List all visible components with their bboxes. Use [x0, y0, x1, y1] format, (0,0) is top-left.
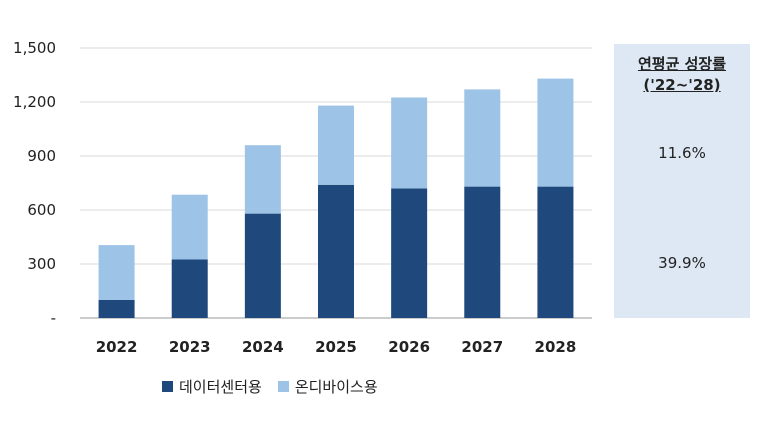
x-tick-label: 2026 [388, 338, 430, 356]
cagr-panel: 연평균 성장률 ('22~'28) 11.6% 39.9% [614, 44, 750, 318]
bar-ondevice-2027 [464, 89, 501, 187]
legend-label-ondevice: 온디바이스용 [294, 378, 378, 396]
legend-swatch-ondevice [277, 381, 289, 392]
bar-ondevice-2022 [98, 245, 135, 300]
cagr-datacenter-rate: 39.9% [658, 254, 706, 272]
cagr-title-line2: ('22~'28) [643, 76, 721, 94]
x-axis-ticks: 2022 2023 2024 2025 2026 2027 2028 [96, 338, 577, 356]
legend: 데이터센터용 온디바이스용 [162, 376, 394, 397]
x-tick-label: 2025 [315, 338, 357, 356]
y-axis-ticks: - 300 600 900 1,200 1,500 [13, 39, 56, 327]
y-tick-label: 1,200 [13, 93, 56, 111]
legend-item-datacenter: 데이터센터용 [162, 376, 262, 397]
bar-ondevice-2023 [171, 194, 208, 260]
x-tick-label: 2028 [535, 338, 577, 356]
legend-item-ondevice: 온디바이스용 [277, 376, 378, 397]
bar-datacenter-2026 [391, 188, 428, 318]
cagr-title-line1: 연평균 성장률 [637, 55, 727, 73]
bar-ondevice-2025 [318, 105, 354, 185]
y-tick-label: - [51, 309, 56, 327]
x-tick-label: 2027 [461, 338, 503, 356]
bar-ondevice-2024 [244, 145, 281, 214]
x-tick-label: 2023 [169, 338, 211, 356]
y-tick-label: 600 [27, 201, 56, 219]
cagr-title: 연평균 성장률 ('22~'28) [614, 54, 750, 96]
bar-datacenter-2025 [318, 184, 354, 318]
legend-label-datacenter: 데이터센터용 [179, 378, 262, 396]
bar-datacenter-2023 [171, 259, 208, 318]
y-tick-label: 300 [27, 255, 56, 273]
bar-ondevice-2028 [537, 78, 574, 187]
cagr-ondevice-rate: 11.6% [658, 144, 706, 162]
x-tick-label: 2022 [96, 338, 138, 356]
bar-datacenter-2027 [464, 186, 501, 318]
bar-ondevice-2026 [391, 97, 428, 189]
y-tick-label: 900 [27, 147, 56, 165]
bar-datacenter-2022 [98, 300, 135, 318]
bars [98, 78, 574, 318]
y-tick-label: 1,500 [13, 39, 56, 57]
bar-datacenter-2028 [537, 186, 574, 318]
legend-swatch-datacenter [162, 381, 173, 392]
x-tick-label: 2024 [242, 338, 284, 356]
bar-datacenter-2024 [244, 213, 281, 318]
